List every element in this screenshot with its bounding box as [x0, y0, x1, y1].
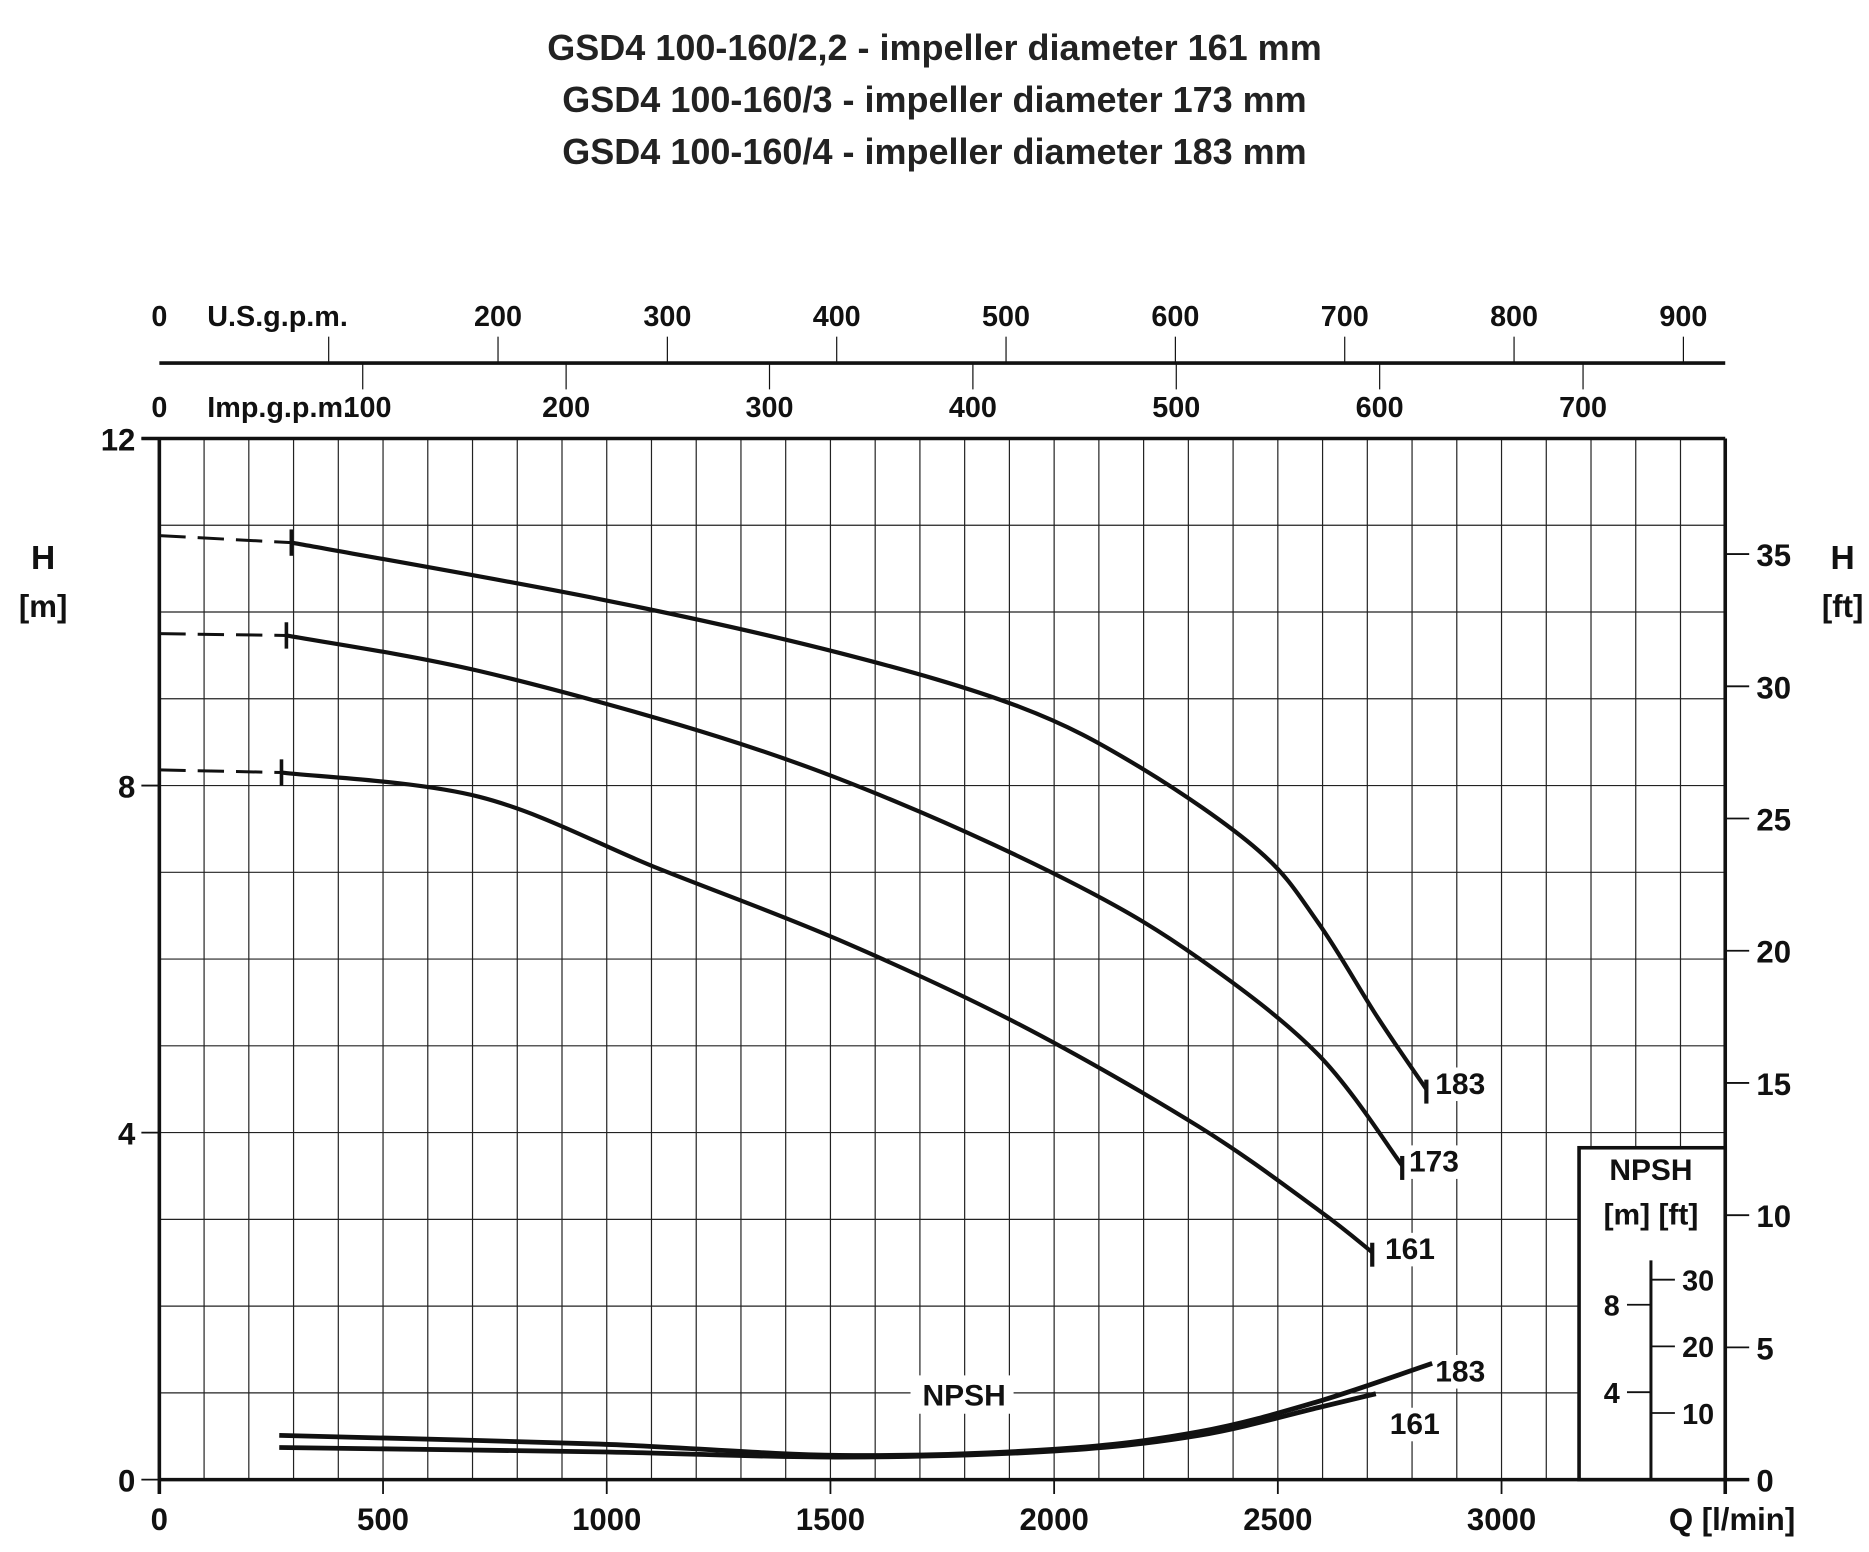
top-axis-tick-label: 400 — [949, 392, 997, 424]
x-tick-label: 2000 — [1019, 1502, 1088, 1537]
h-curve-173 — [286, 633, 1404, 1167]
labels: 183 173 161 183 161 NPSH — [910, 1067, 1486, 1442]
label-bg — [1382, 1232, 1436, 1267]
curve-183-dashed — [159, 534, 292, 545]
top-axis-tick-label: 200 — [542, 392, 590, 424]
h-curve-161 — [281, 770, 1374, 1254]
grid — [159, 438, 1726, 1480]
top-axis-tick-label: 600 — [1151, 301, 1199, 333]
x-tick-label: 1000 — [572, 1502, 641, 1537]
label-bg — [1432, 1355, 1486, 1389]
usgpm-axis-label: U.S.g.p.m. — [207, 301, 348, 333]
top-axis-tick-label: 300 — [746, 392, 794, 424]
y-tick-label: 8 — [118, 770, 135, 805]
y-right-tick-label: 15 — [1756, 1067, 1791, 1102]
y-axis-right-unit: [ft] — [1822, 589, 1863, 624]
top-axis-tick-label: 400 — [813, 301, 861, 333]
label-bg — [910, 1375, 1014, 1414]
label-bg — [1406, 1145, 1460, 1179]
label-bg — [1387, 1407, 1441, 1442]
npsh-ft-tick-label: 10 — [1682, 1399, 1714, 1431]
x-tick-label: 1500 — [796, 1502, 865, 1537]
x-tick-label: 500 — [357, 1502, 409, 1537]
curve-label-h-173: 173 — [1409, 1146, 1459, 1179]
top-axis-tick-label: 0 — [151, 392, 167, 424]
curves — [159, 529, 1433, 1460]
y-right-tick-label: 35 — [1756, 538, 1791, 573]
h-curve-183 — [290, 540, 1429, 1091]
label-bg — [1432, 1067, 1486, 1102]
curve-label-h-161: 161 — [1385, 1233, 1435, 1266]
impgpm-axis-label: Imp.g.p.m. — [207, 392, 351, 424]
curve-173-dashed — [159, 632, 287, 637]
x-axis-label: Q [l/min] — [1669, 1502, 1795, 1537]
y-tick-label: 0 — [118, 1464, 135, 1499]
npsh-ft-tick-label: 20 — [1682, 1332, 1714, 1364]
curve-label-npsh-183: 183 — [1435, 1355, 1485, 1388]
title-line-1: GSD4 100-160/2,2 - impeller diameter 161… — [547, 27, 1322, 68]
npsh-inset-units: [m] [ft] — [1604, 1198, 1699, 1231]
npsh-inset-title: NPSH — [1609, 1154, 1692, 1187]
curve-label-npsh-161: 161 — [1390, 1408, 1440, 1441]
npsh-m-tick-label: 8 — [1604, 1290, 1620, 1322]
npsh-ft-tick-label: 30 — [1682, 1265, 1714, 1297]
y-tick-label: 4 — [118, 1117, 136, 1152]
top-axis-tick-label: 700 — [1559, 392, 1607, 424]
top-axis-tick-label: 0 — [151, 301, 167, 333]
top-axis-tick-label: 700 — [1321, 301, 1369, 333]
y-right-tick-label: 5 — [1756, 1331, 1773, 1366]
curve-161-dashed — [159, 768, 282, 775]
top-axis-tick-label: 600 — [1356, 392, 1404, 424]
y-right-tick-label: 20 — [1756, 935, 1791, 970]
y-axis-left-unit: [m] — [19, 589, 67, 624]
y-tick-label: 12 — [101, 422, 136, 457]
y-right-tick-label: 0 — [1756, 1464, 1773, 1499]
title-line-2: GSD4 100-160/3 - impeller diameter 173 m… — [562, 79, 1307, 120]
y-axis-left-symbol: H — [31, 540, 55, 577]
npsh-curve-label: NPSH — [923, 1379, 1006, 1412]
x-tick-label: 3000 — [1467, 1502, 1536, 1537]
top-axis-tick-label: 800 — [1490, 301, 1538, 333]
y-right-tick-label: 10 — [1756, 1199, 1791, 1234]
top-axis-tick-label: 900 — [1659, 301, 1707, 333]
top-axis-tick-label: 200 — [474, 301, 522, 333]
top-axis-tick-label: 100 — [344, 392, 392, 424]
npsh-curve-183 — [279, 1361, 1433, 1458]
top-axis-tick-label: 300 — [643, 301, 691, 333]
y-right-tick-label: 25 — [1756, 802, 1791, 837]
top-axis-tick-label: 500 — [982, 301, 1030, 333]
x-tick-label: 0 — [151, 1502, 168, 1537]
chart-title: GSD4 100-160/2,2 - impeller diameter 161… — [0, 22, 1869, 178]
npsh-curve-161 — [279, 1391, 1377, 1460]
axes: 0 500 1000 1500 2000 2500 3000 Q [l/min]04812H[… — [19, 301, 1863, 1537]
npsh-m-tick-label: 4 — [1604, 1378, 1620, 1410]
title-line-3: GSD4 100-160/4 - impeller diameter 183 m… — [562, 131, 1307, 172]
npsh-inset: NPSH [m] [ft] 4 8 10 20 30 — [1577, 1145, 1728, 1482]
x-tick-label: 2500 — [1243, 1502, 1312, 1537]
top-axis-tick-label: 500 — [1152, 392, 1200, 424]
y-right-tick-label: 30 — [1756, 670, 1791, 705]
y-axis-right-symbol: H — [1831, 540, 1855, 577]
curve-label-h-183: 183 — [1435, 1068, 1485, 1101]
